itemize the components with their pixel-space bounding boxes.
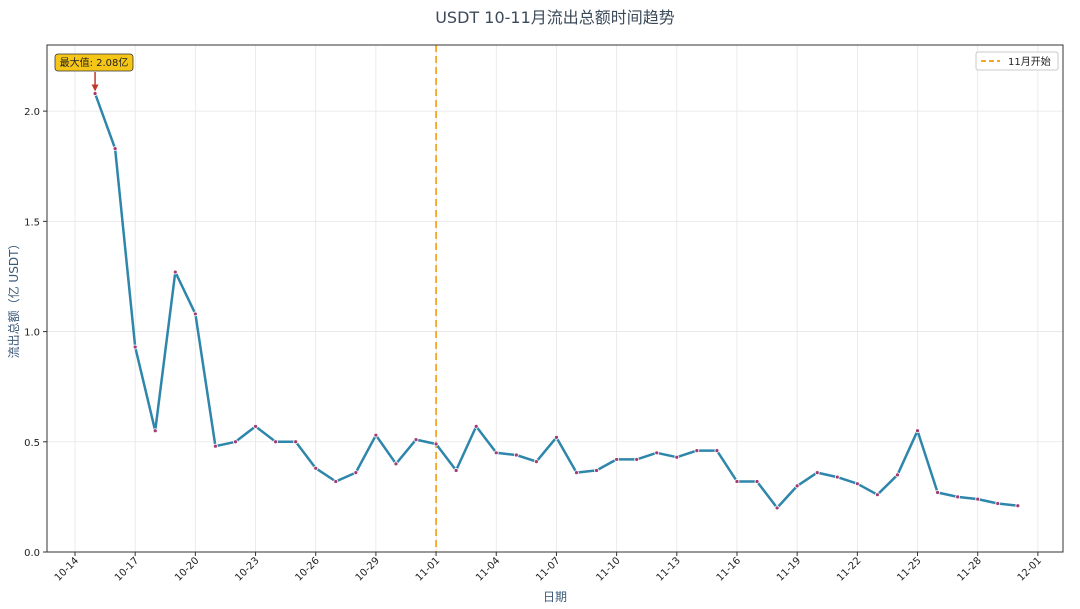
data-point <box>353 470 359 476</box>
data-point <box>554 434 559 440</box>
grid <box>47 45 1063 553</box>
annotation-box <box>54 53 134 72</box>
data-point <box>192 311 198 317</box>
y-axis-label: 流出总额（亿 USDT） <box>6 238 21 359</box>
x-tick-label: 11-19 <box>775 555 803 583</box>
data-point <box>754 479 760 484</box>
x-tick-label: 11-07 <box>534 555 562 583</box>
data-point <box>995 501 1001 506</box>
chart-title: USDT 10-11月流出总额时间趋势 <box>435 8 675 27</box>
data-point <box>473 423 479 429</box>
data-point <box>975 496 981 502</box>
data-point <box>112 146 118 152</box>
x-tick-label: 10-29 <box>354 555 382 583</box>
y-tick-label: 0.0 <box>24 548 40 559</box>
x-tick-label: 11-10 <box>594 555 622 583</box>
data-point <box>694 448 700 454</box>
data-point <box>875 492 880 498</box>
data-point <box>533 459 539 465</box>
data-point <box>433 441 439 447</box>
x-tick-label: 10-20 <box>173 555 201 583</box>
data-point <box>172 269 178 275</box>
data-point <box>634 457 640 462</box>
data-point <box>333 479 339 484</box>
data-point <box>814 470 820 476</box>
x-tick-label: 10-26 <box>294 555 322 583</box>
x-tick-label: 11-04 <box>474 555 502 583</box>
x-tick-label: 11-25 <box>895 555 923 583</box>
x-tick-label: 11-22 <box>835 555 863 583</box>
data-point <box>313 465 319 471</box>
x-tick-label: 10-23 <box>233 555 261 583</box>
data-point <box>1015 503 1021 509</box>
legend-box <box>975 51 1059 71</box>
legend-label: 11月开始 <box>1008 55 1051 68</box>
data-point <box>393 461 399 467</box>
y-axis: 0.0 0.5 1.0 1.5 2.0 <box>24 107 47 559</box>
plot-frame <box>46 44 1064 553</box>
annotation-label: 最大值: 2.08亿 <box>60 56 129 69</box>
data-point <box>734 479 740 484</box>
data-point <box>152 428 158 434</box>
annotation-arrowhead-icon <box>91 84 99 92</box>
data-point <box>293 439 299 445</box>
data-point <box>413 437 419 442</box>
y-tick-label: 0.5 <box>24 438 40 449</box>
y-tick-label: 1.0 <box>24 328 40 339</box>
x-tick-label: 12-01 <box>1016 555 1044 583</box>
y-tick-label: 2.0 <box>24 107 40 118</box>
data-point <box>935 490 940 495</box>
x-tick-label: 11-13 <box>655 555 683 583</box>
data-point <box>233 439 238 445</box>
data-point <box>774 505 780 511</box>
data-point <box>253 423 258 429</box>
data-point <box>273 439 279 445</box>
x-tick-label: 10-14 <box>53 555 81 583</box>
data-point <box>714 448 720 454</box>
data-point <box>834 474 840 480</box>
y-tick-label: 1.5 <box>24 217 40 228</box>
x-tick-label: 11-16 <box>715 555 743 583</box>
data-point <box>574 470 579 476</box>
data-point <box>132 344 138 350</box>
data-point <box>674 454 680 460</box>
data-point <box>794 483 800 489</box>
max-annotation: 最大值: 2.08亿 <box>54 53 134 92</box>
data-point <box>493 450 499 456</box>
x-axis-label: 日期 <box>543 590 567 604</box>
data-point <box>453 468 459 473</box>
data-point <box>594 468 599 473</box>
data-point <box>854 481 860 487</box>
data-point <box>895 472 900 478</box>
data-point <box>915 428 920 434</box>
legend: 11月开始 <box>975 51 1059 71</box>
data-point <box>614 457 620 462</box>
data-point <box>955 494 961 500</box>
data-point <box>213 443 218 449</box>
x-tick-label: 10-17 <box>113 555 141 583</box>
data-point <box>654 450 660 456</box>
x-tick-label: 11-28 <box>955 555 983 583</box>
x-axis: 10-14 10-17 10-20 10-23 10-26 10-29 11-01 11-04… <box>53 552 1044 584</box>
series-group <box>92 91 1021 511</box>
data-point <box>92 91 98 96</box>
data-point <box>373 432 379 438</box>
x-tick-label: 11-01 <box>414 555 442 583</box>
data-point <box>513 452 519 458</box>
